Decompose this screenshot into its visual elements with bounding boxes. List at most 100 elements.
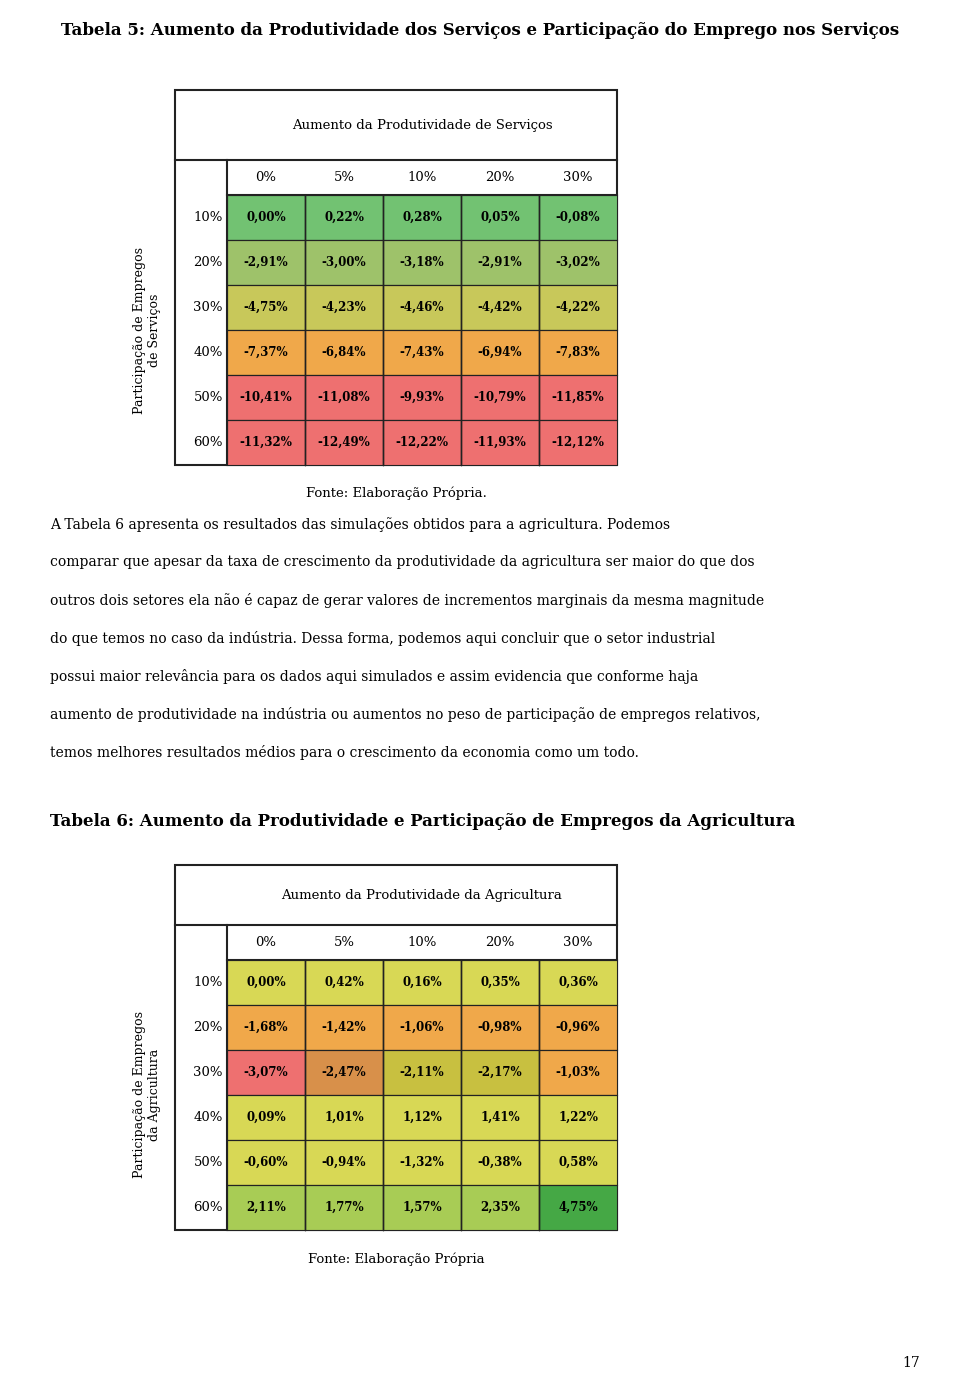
Bar [227,1140,305,1185]
Text: -1,68%: -1,68% [244,1020,288,1034]
Text: 1,77%: 1,77% [324,1201,364,1214]
Text: -2,91%: -2,91% [244,256,288,269]
Text: 40%: 40% [194,1111,223,1123]
Bar [227,420,305,465]
Bar [227,1096,305,1140]
Bar [461,1050,539,1096]
Text: -3,00%: -3,00% [322,256,367,269]
Text: 1,57%: 1,57% [402,1201,442,1214]
Text: -4,22%: -4,22% [556,301,600,315]
Bar [461,960,539,1005]
Bar [461,420,539,465]
Text: 10%: 10% [194,976,223,988]
Text: 60%: 60% [194,1201,223,1214]
Text: 17: 17 [902,1356,920,1370]
Text: 30%: 30% [564,171,592,184]
Text: temos melhores resultados médios para o crescimento da economia como um todo.: temos melhores resultados médios para o … [50,745,638,760]
Text: 1,01%: 1,01% [324,1111,364,1123]
Text: 4,75%: 4,75% [558,1201,598,1214]
Text: Participação de Empregos
de Serviços: Participação de Empregos de Serviços [133,246,161,413]
Bar [539,1185,617,1231]
Text: Aumento da Produtividade de Serviços: Aumento da Produtividade de Serviços [292,118,552,131]
Text: -3,07%: -3,07% [244,1066,288,1079]
Text: -11,08%: -11,08% [318,391,371,404]
Text: 0,58%: 0,58% [558,1155,598,1169]
Bar [227,1185,305,1231]
Text: -4,42%: -4,42% [478,301,522,315]
Text: 60%: 60% [194,436,223,450]
Bar [383,285,461,330]
Text: 30%: 30% [564,935,592,949]
Bar [227,239,305,285]
Bar [539,374,617,420]
Bar [383,420,461,465]
Bar [227,374,305,420]
Bar [383,1140,461,1185]
Bar [461,1185,539,1231]
Text: -12,49%: -12,49% [318,436,371,450]
Text: 20%: 20% [486,935,515,949]
Bar [383,960,461,1005]
Text: 50%: 50% [194,391,223,404]
Bar [227,960,305,1005]
Text: 0,36%: 0,36% [558,976,598,988]
Text: -9,93%: -9,93% [399,391,444,404]
Bar [539,1140,617,1185]
Text: -2,47%: -2,47% [322,1066,367,1079]
Text: -2,91%: -2,91% [478,256,522,269]
Text: -0,96%: -0,96% [556,1020,600,1034]
Bar [539,1096,617,1140]
Bar [539,1005,617,1050]
Text: -6,84%: -6,84% [322,347,367,359]
Text: -11,32%: -11,32% [240,436,293,450]
Bar [305,1050,383,1096]
Text: -0,08%: -0,08% [556,212,600,224]
Text: -11,93%: -11,93% [473,436,526,450]
Text: 20%: 20% [486,171,515,184]
Bar [539,960,617,1005]
Text: -2,11%: -2,11% [399,1066,444,1079]
Text: 50%: 50% [194,1155,223,1169]
Text: 0,00%: 0,00% [246,976,286,988]
Text: -12,12%: -12,12% [552,436,605,450]
Text: Tabela 5: Aumento da Produtividade dos Serviços e Participação do Emprego nos Se: Tabela 5: Aumento da Produtividade dos S… [60,22,900,39]
Bar [539,195,617,239]
Text: 1,41%: 1,41% [480,1111,519,1123]
Bar [305,374,383,420]
Bar [227,285,305,330]
Text: -7,37%: -7,37% [244,347,288,359]
Text: 0,05%: 0,05% [480,212,519,224]
Text: Fonte: Elaboração Própria: Fonte: Elaboração Própria [308,1251,484,1265]
Bar [227,1005,305,1050]
Text: -12,22%: -12,22% [396,436,448,450]
Text: outros dois setores ela não é capaz de gerar valores de incrementos marginais da: outros dois setores ela não é capaz de g… [50,593,764,608]
Text: -4,75%: -4,75% [244,301,288,315]
Text: 20%: 20% [194,1020,223,1034]
Text: aumento de produtividade na indústria ou aumentos no peso de participação de emp: aumento de produtividade na indústria ou… [50,707,760,722]
Text: 1,12%: 1,12% [402,1111,442,1123]
Bar [383,1005,461,1050]
Bar [383,1096,461,1140]
Text: 30%: 30% [194,1066,223,1079]
Text: possui maior relevância para os dados aqui simulados e assim evidencia que confo: possui maior relevância para os dados aq… [50,670,698,683]
Bar [305,195,383,239]
Text: 0%: 0% [255,935,276,949]
Bar [305,1140,383,1185]
Text: 5%: 5% [333,171,354,184]
Text: -1,42%: -1,42% [322,1020,367,1034]
Text: 0,09%: 0,09% [246,1111,286,1123]
Text: -4,46%: -4,46% [399,301,444,315]
Text: -1,03%: -1,03% [556,1066,600,1079]
Bar [305,1005,383,1050]
Text: comparar que apesar da taxa de crescimento da produtividade da agricultura ser m: comparar que apesar da taxa de crescimen… [50,555,755,569]
Text: 2,35%: 2,35% [480,1201,520,1214]
Text: Aumento da Produtividade da Agricultura: Aumento da Produtividade da Agricultura [281,888,563,902]
Bar [383,1185,461,1231]
Text: 20%: 20% [194,256,223,269]
Bar [461,1096,539,1140]
Text: 10%: 10% [407,935,437,949]
Text: A Tabela 6 apresenta os resultados das simulações obtidos para a agricultura. Po: A Tabela 6 apresenta os resultados das s… [50,516,670,532]
Text: -3,18%: -3,18% [399,256,444,269]
Bar [461,374,539,420]
Bar [305,330,383,374]
